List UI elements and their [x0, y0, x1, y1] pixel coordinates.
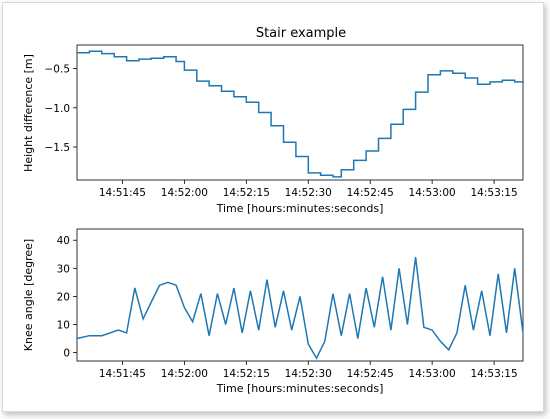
bottom-y-tick-label: 20 [57, 291, 70, 303]
top-y-tick-label: −1.5 [45, 142, 71, 154]
top-x-tick-label: 14:53:00 [409, 187, 456, 199]
bottom-x-tick-label: 14:52:15 [223, 368, 270, 380]
bottom-x-tick-label: 14:53:00 [409, 368, 456, 380]
bottom-y-tick-label: 10 [57, 319, 70, 331]
bottom-y-ticks: 0 10 20 30 40 [57, 235, 77, 360]
bottom-y-axis-label: Knee angle [degree] [22, 239, 35, 351]
top-y-ticks: −0.5 −1.0 −1.5 [45, 64, 77, 154]
top-y-tick-label: −0.5 [45, 64, 71, 76]
bottom-x-tick-label: 14:51:45 [99, 368, 146, 380]
top-y-axis-label: Height difference [m] [22, 54, 35, 172]
chart: Stair example 14:51:45 14:52:00 14:52:15 14… [22, 26, 524, 395]
bottom-x-tick-label: 14:52:00 [161, 368, 208, 380]
bottom-series-knee-angle [76, 257, 524, 360]
bottom-x-tick-label: 14:53:15 [471, 368, 518, 380]
bottom-y-tick-label: 40 [57, 235, 70, 247]
chart-title: Stair example [256, 26, 346, 41]
bottom-x-ticks: 14:51:45 14:52:00 14:52:15 14:52:30 14:52:45… [99, 361, 518, 380]
top-y-tick-label: −1.0 [45, 103, 71, 115]
top-x-ticks: 14:51:45 14:52:00 14:52:15 14:52:30 14:52:45… [99, 180, 518, 199]
bottom-y-tick-label: 30 [57, 263, 70, 275]
top-x-tick-label: 14:52:00 [161, 187, 208, 199]
top-x-tick-label: 14:51:45 [99, 187, 146, 199]
top-plot-frame [76, 44, 524, 181]
top-x-tick-label: 14:52:45 [347, 187, 394, 199]
top-x-tick-label: 14:52:30 [285, 187, 332, 199]
chart-frame: Stair example 14:51:45 14:52:00 14:52:15 14… [2, 2, 544, 412]
top-x-tick-label: 14:52:15 [223, 187, 270, 199]
bottom-x-tick-label: 14:52:30 [285, 368, 332, 380]
bottom-x-tick-label: 14:52:45 [347, 368, 394, 380]
top-x-axis-label: Time [hours:minutes:seconds] [216, 202, 384, 215]
top-series-height-difference [77, 50, 524, 178]
bottom-plot-frame [76, 228, 524, 362]
bottom-x-axis-label: Time [hours:minutes:seconds] [216, 382, 384, 395]
bottom-y-tick-label: 0 [63, 348, 70, 360]
top-x-tick-label: 14:53:15 [471, 187, 518, 199]
